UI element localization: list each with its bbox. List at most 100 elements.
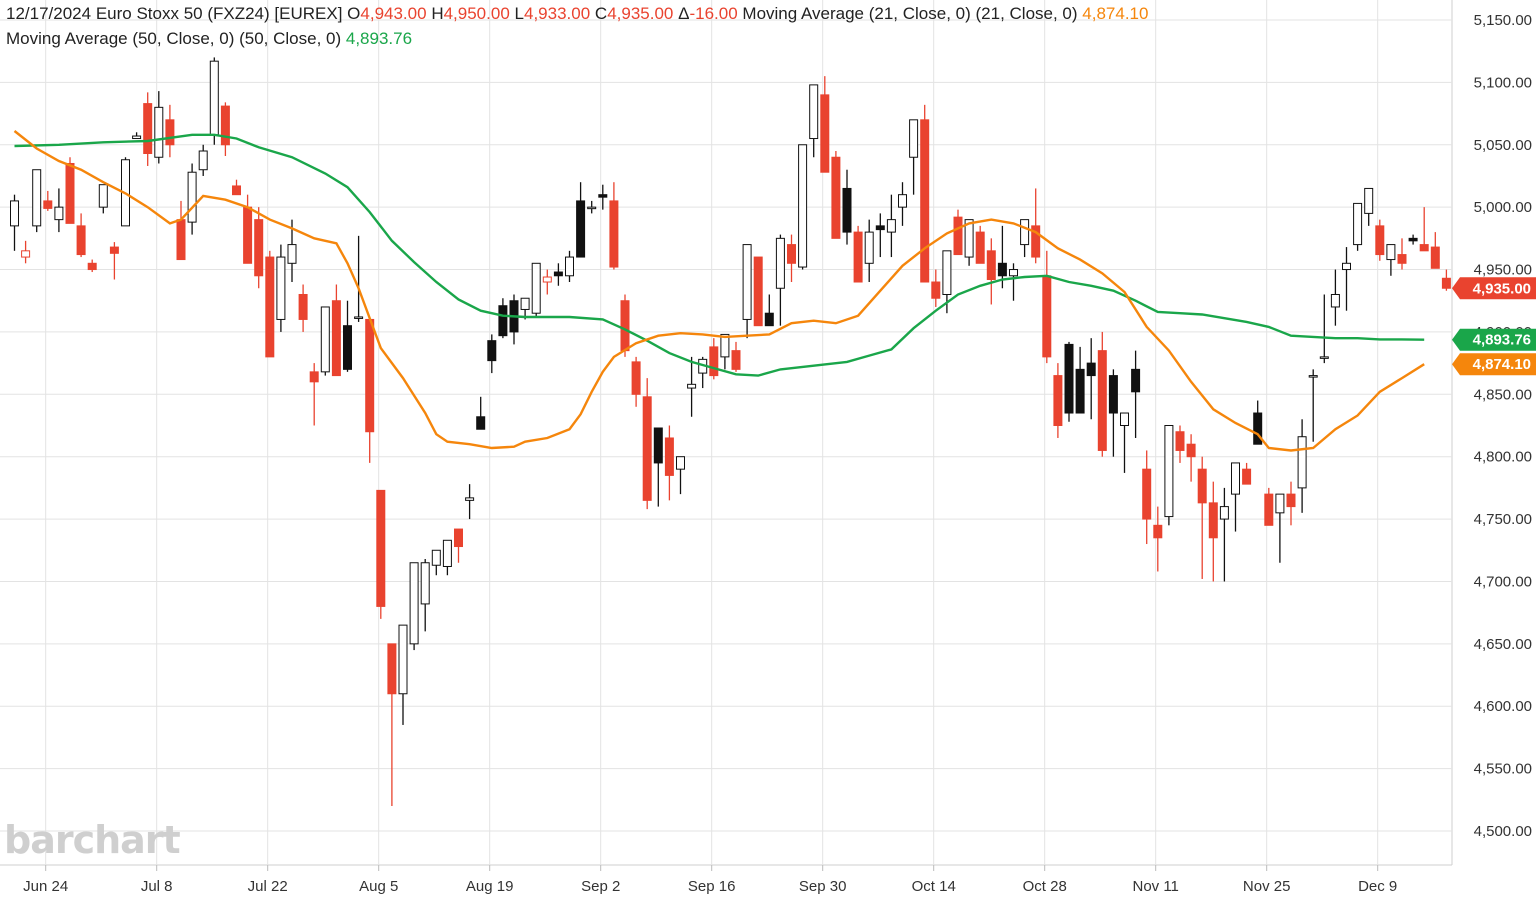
candle[interactable] <box>1364 187 1374 226</box>
candle[interactable] <box>187 163 197 235</box>
candle[interactable] <box>331 284 341 377</box>
candle[interactable] <box>1375 219 1385 261</box>
candle[interactable] <box>10 194 19 251</box>
candle[interactable] <box>1186 434 1196 482</box>
candle[interactable] <box>32 169 42 233</box>
candle[interactable] <box>276 244 286 332</box>
candle[interactable] <box>509 294 519 345</box>
candle[interactable] <box>365 316 375 463</box>
candle[interactable] <box>542 269 552 295</box>
candle[interactable] <box>398 624 408 725</box>
candle[interactable] <box>742 244 752 339</box>
candle[interactable] <box>1386 244 1396 276</box>
candle[interactable] <box>1175 425 1185 463</box>
candle[interactable] <box>1342 247 1351 311</box>
candle[interactable] <box>1164 425 1174 526</box>
candle[interactable] <box>820 76 830 173</box>
candle[interactable] <box>1097 331 1107 457</box>
candle[interactable] <box>664 425 674 501</box>
candle[interactable] <box>1330 269 1340 326</box>
candle[interactable] <box>487 334 497 374</box>
candle[interactable] <box>698 356 708 389</box>
candle[interactable] <box>476 396 486 430</box>
candle[interactable] <box>731 341 741 372</box>
candle[interactable] <box>1042 250 1052 364</box>
candle[interactable] <box>298 284 308 332</box>
candle[interactable] <box>676 456 685 495</box>
candle[interactable] <box>1231 462 1240 532</box>
candle[interactable] <box>1419 207 1429 252</box>
candle[interactable] <box>1297 419 1307 513</box>
candle[interactable] <box>886 194 896 258</box>
candle[interactable] <box>1153 506 1163 572</box>
candle[interactable] <box>997 225 1007 289</box>
candle[interactable] <box>143 92 153 166</box>
candle[interactable] <box>1219 487 1229 582</box>
candle[interactable] <box>132 132 142 140</box>
candle[interactable] <box>387 643 397 807</box>
candle[interactable] <box>631 356 641 407</box>
candle[interactable] <box>1397 238 1407 270</box>
candle[interactable] <box>1264 487 1274 526</box>
candle[interactable] <box>154 91 164 164</box>
candle[interactable] <box>43 190 53 211</box>
candle[interactable] <box>798 144 808 270</box>
ma21-legend-label[interactable]: Moving Average (21, Close, 0) (21, Close… <box>742 4 1078 23</box>
candle[interactable] <box>209 57 219 145</box>
candle[interactable] <box>1009 263 1018 301</box>
candle[interactable] <box>442 539 452 576</box>
candle[interactable] <box>220 102 230 156</box>
candle[interactable] <box>165 104 175 158</box>
candle[interactable] <box>465 484 475 520</box>
candle[interactable] <box>1197 456 1207 579</box>
candle[interactable] <box>931 269 941 307</box>
candle[interactable] <box>21 240 31 264</box>
candle[interactable] <box>898 182 907 226</box>
candle[interactable] <box>1108 369 1118 457</box>
candle[interactable] <box>598 184 608 210</box>
candle[interactable] <box>1242 462 1252 485</box>
candle[interactable] <box>1441 269 1451 291</box>
candle[interactable] <box>354 235 364 322</box>
candle[interactable] <box>853 225 863 283</box>
candle[interactable] <box>1020 219 1030 258</box>
candle[interactable] <box>109 242 119 280</box>
candle[interactable] <box>587 200 597 214</box>
candle[interactable] <box>65 157 75 224</box>
candle[interactable] <box>409 562 419 651</box>
candle[interactable] <box>909 119 919 195</box>
candle[interactable] <box>1308 369 1318 442</box>
candle[interactable] <box>431 549 441 576</box>
candle[interactable] <box>1075 346 1085 414</box>
candle[interactable] <box>975 225 985 264</box>
candle[interactable] <box>953 209 963 256</box>
candle[interactable] <box>1408 234 1418 245</box>
candle[interactable] <box>54 188 64 233</box>
candle[interactable] <box>653 427 663 507</box>
candle[interactable] <box>1430 232 1440 269</box>
candle[interactable] <box>864 219 874 283</box>
candle[interactable] <box>1086 338 1096 420</box>
candle[interactable] <box>1286 481 1296 526</box>
candle[interactable] <box>920 104 930 283</box>
candle[interactable] <box>76 213 86 258</box>
candle[interactable] <box>320 306 330 376</box>
candle[interactable] <box>1031 188 1041 264</box>
candle[interactable] <box>1120 412 1129 473</box>
candle[interactable] <box>553 263 563 286</box>
candle[interactable] <box>687 356 697 417</box>
candle[interactable] <box>176 200 186 261</box>
candle[interactable] <box>287 219 297 283</box>
candle[interactable] <box>964 219 974 266</box>
candle[interactable] <box>232 179 241 196</box>
candle[interactable] <box>343 300 352 372</box>
candle[interactable] <box>1131 350 1141 438</box>
candle[interactable] <box>753 256 763 327</box>
candle[interactable] <box>198 144 208 176</box>
candle[interactable] <box>576 182 586 258</box>
candlestick-series[interactable] <box>10 57 1451 807</box>
candle[interactable] <box>1053 363 1063 438</box>
candle[interactable] <box>720 333 730 370</box>
candle[interactable] <box>254 207 264 289</box>
